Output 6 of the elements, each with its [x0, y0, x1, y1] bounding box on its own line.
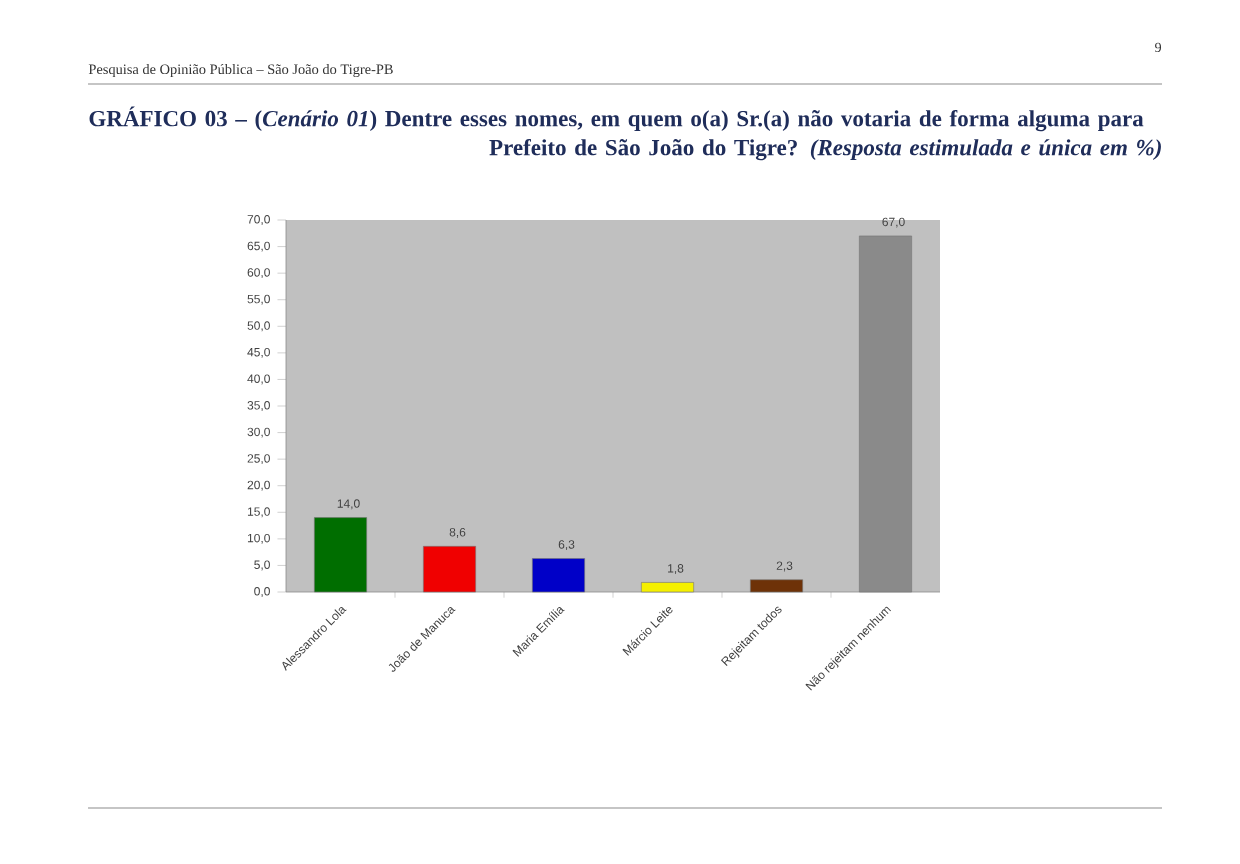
bar — [641, 582, 694, 593]
bar — [750, 579, 803, 593]
bar — [314, 517, 367, 593]
bar — [423, 546, 476, 593]
bar — [532, 558, 585, 593]
chart-title: GRÁFICO 03 – (Cenário 01) Dentre esses nomes, em quem o(a) Sr.(a) não votaria de forma alguma para Prefeito de São João do Tigre? (Resposta estimulada e única em %) — [89, 106, 1161, 161]
